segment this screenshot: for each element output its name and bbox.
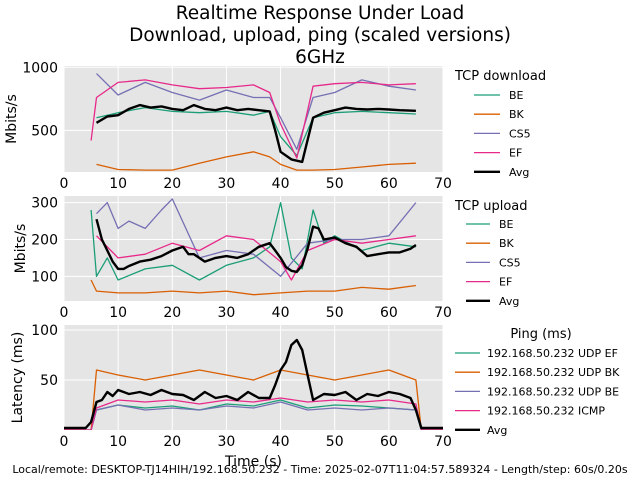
series-line-192-168-50-232-icmp: [64, 397, 443, 430]
legend-entry: 192.168.50.232 ICMP: [487, 405, 605, 418]
legend-entry: EF: [499, 276, 512, 289]
series-line-cs5: [96, 73, 416, 150]
y-axis-label: Mbits/s: [4, 94, 20, 144]
x-tick-label: 40: [272, 176, 290, 192]
footer-info: Local/remote: DESKTOP-TJ14HIH/192.168.50…: [12, 463, 628, 476]
series-group: [90, 198, 417, 296]
series-line-be: [90, 201, 416, 281]
y-tick-label: 100: [31, 269, 58, 285]
chart-title-line-2: Download, upload, ping (scaled versions): [129, 25, 511, 46]
legend-title: Ping (ms): [510, 327, 571, 342]
legend-entry: CS5: [509, 127, 531, 140]
legend-entry: 192.168.50.232 UDP BK: [487, 366, 620, 379]
x-tick-label: 70: [434, 434, 452, 450]
x-tick-label: 30: [218, 176, 236, 192]
legend-entry: BE: [499, 218, 514, 231]
x-tick-label: 70: [434, 176, 452, 192]
y-tick-label: 100: [31, 323, 58, 339]
y-tick-label: 500: [31, 123, 58, 139]
x-tick-label: 20: [163, 434, 181, 450]
x-tick-label: 60: [380, 305, 398, 321]
x-tick-label: 10: [109, 305, 127, 321]
y-tick-label: 300: [31, 196, 58, 212]
y-axis-label: Mbits/s: [13, 224, 29, 274]
series-line-bk: [96, 151, 416, 171]
x-tick-label: 60: [380, 434, 398, 450]
x-tick-label: 50: [326, 434, 344, 450]
x-tick-label: 0: [60, 305, 69, 321]
chart-title-line-3: 6GHz: [295, 47, 345, 68]
plot-area: [64, 325, 443, 430]
x-tick-label: 10: [109, 176, 127, 192]
series-line-192-168-50-232-udp-be: [64, 401, 443, 430]
x-tick-label: 30: [218, 305, 236, 321]
series-line-avg: [64, 338, 443, 430]
plot-area: [64, 196, 443, 301]
series-line-cs5: [96, 198, 417, 277]
y-tick-label: 1000: [22, 60, 58, 76]
chart-title-line-1: Realtime Response Under Load: [176, 3, 465, 24]
x-tick-label: 10: [109, 434, 127, 450]
panel-tcp-download: 0 10 20 30 40 50 60 70 500 1000 Mbits/s TCP downloa…: [4, 60, 546, 192]
series-line-avg: [95, 218, 417, 274]
series-line-ef: [90, 79, 416, 159]
x-tick-label: 20: [163, 305, 181, 321]
series-line-avg: [95, 103, 416, 164]
x-tick-label: 70: [434, 305, 452, 321]
x-tick-label: 0: [60, 176, 69, 192]
series-group: [90, 73, 416, 171]
series-line-192-168-50-232-udp-bk: [64, 369, 443, 430]
legend-entry: Avg: [499, 295, 519, 308]
legend-entry: BK: [509, 108, 525, 121]
y-tick-label: 50: [40, 373, 58, 389]
x-tick-label: 0: [60, 434, 69, 450]
legend-title: TCP upload: [454, 199, 528, 214]
series-line-ef: [96, 235, 416, 281]
legend-entry: EF: [509, 147, 522, 160]
x-tick-label: 20: [163, 176, 181, 192]
legend-entry: CS5: [499, 256, 521, 269]
x-tick-label: 30: [218, 434, 236, 450]
x-axis-label: Time (s): [224, 454, 282, 470]
legend-entry: Avg: [487, 424, 507, 437]
series-line-bk: [90, 279, 416, 296]
series-group: [64, 338, 443, 430]
legend-entry: 192.168.50.232 UDP BE: [487, 385, 619, 398]
x-tick-label: 50: [326, 176, 344, 192]
x-tick-label: 60: [380, 176, 398, 192]
legend-title: TCP download: [454, 69, 546, 84]
x-tick-label: 50: [326, 305, 344, 321]
x-tick-label: 40: [272, 305, 290, 321]
panel-ping: 0 10 20 30 40 50 60 70 50 100 Latency (ms) Time (s)…: [10, 323, 620, 470]
y-tick-label: 200: [31, 232, 58, 248]
legend-entry: Avg: [509, 166, 529, 179]
y-axis-label: Latency (ms): [10, 332, 26, 424]
legend-entry: BE: [509, 89, 524, 102]
legend-entry: 192.168.50.232 UDP EF: [487, 347, 618, 360]
legend-entry: BK: [499, 237, 515, 250]
x-tick-label: 40: [272, 434, 290, 450]
